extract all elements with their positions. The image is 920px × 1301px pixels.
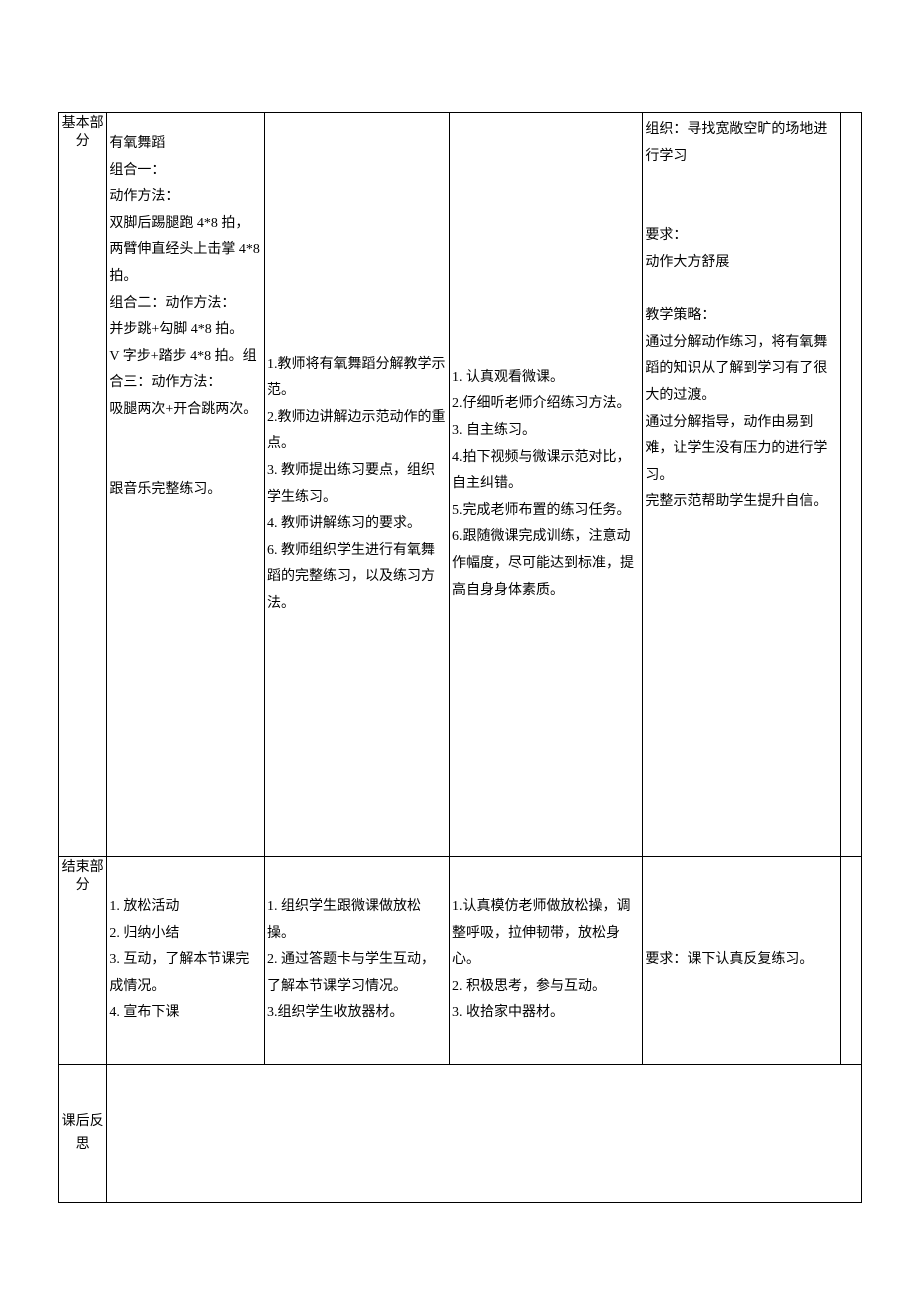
text-line: 3.组织学生收放器材。 [267, 1000, 447, 1027]
text-line: 有氧舞蹈 [109, 131, 262, 158]
text-line: 通过分解指导，动作由易到难，让学生没有压力的进行学习。 [645, 410, 838, 490]
text-line: 要求：课下认真反复练习。 [645, 952, 813, 967]
table-row: 基本部分 有氧舞蹈 组合一： 动作方法： 双脚后踢腿跑 4*8 拍，两臂伸直经头… [59, 113, 862, 857]
page-container: 基本部分 有氧舞蹈 组合一： 动作方法： 双脚后踢腿跑 4*8 拍，两臂伸直经头… [0, 0, 920, 1243]
text-line: 2. 归纳小结 [109, 921, 262, 948]
text-line: 4. 宣布下课 [109, 1000, 262, 1027]
text-line: 教学策略： [645, 303, 838, 330]
end-col4: 1.认真模仿老师做放松操，调整呼吸，拉伸韧带，放松身心。 2. 积极思考，参与互… [449, 857, 642, 1065]
text-line: 组合一： [109, 158, 262, 185]
reflect-content [107, 1065, 862, 1203]
text-line: 组织：寻找宽敞空旷的场地进行学习 [645, 117, 838, 170]
text-line: 2. 积极思考，参与互动。 [452, 974, 640, 1001]
text-line: 1. 认真观看微课。 [452, 365, 640, 392]
text-line: 1. 组织学生跟微课做放松操。 [267, 894, 447, 947]
basic-col3: 1.教师将有氧舞蹈分解教学示范。 2.教师边讲解边示范动作的重点。 3. 教师提… [265, 113, 450, 857]
row-label-end: 结束部分 [59, 857, 107, 1065]
text-line: 跟音乐完整练习。 [109, 477, 262, 504]
text-line: 2. 通过答题卡与学生互动，了解本节课学习情况。 [267, 947, 447, 1000]
text-line: 并步跳+勾脚 4*8 拍。 [109, 317, 262, 344]
text-line: 6. 教师组织学生进行有氧舞蹈的完整练习，以及练习方法。 [267, 538, 447, 618]
text-line: 5.完成老师布置的练习任务。 [452, 498, 640, 525]
text-line: 2.教师边讲解边示范动作的重点。 [267, 405, 447, 458]
text-line: 4.拍下视频与微课示范对比，自主纠错。 [452, 445, 640, 498]
text-line: 3. 收拾家中器材。 [452, 1000, 640, 1027]
lesson-plan-table: 基本部分 有氧舞蹈 组合一： 动作方法： 双脚后踢腿跑 4*8 拍，两臂伸直经头… [58, 112, 862, 1203]
row-label-reflect: 课后反 思 [59, 1065, 107, 1203]
label-text: 思 [76, 1137, 90, 1152]
row-label-basic: 基本部分 [59, 113, 107, 857]
text-line: 吸腿两次+开合跳两次。 [109, 397, 262, 424]
text-line: 6.跟随微课完成训练，注意动作幅度，尽可能达到标准，提高自身身体素质。 [452, 524, 640, 604]
text-line: 1.认真模仿老师做放松操，调整呼吸，拉伸韧带，放松身心。 [452, 894, 640, 974]
label-text: 基本部分 [61, 115, 104, 150]
text-line: 4. 教师讲解练习的要求。 [267, 511, 447, 538]
text-line: 双脚后踢腿跑 4*8 拍，两臂伸直经头上击掌 4*8 拍。 [109, 211, 262, 291]
basic-col5: 组织：寻找宽敞空旷的场地进行学习 要求： 动作大方舒展 教学策略： 通过分解动作… [643, 113, 841, 857]
end-col3: 1. 组织学生跟微课做放松操。 2. 通过答题卡与学生互动，了解本节课学习情况。… [265, 857, 450, 1065]
text-line: 3. 自主练习。 [452, 418, 640, 445]
text-line: 2.仔细听老师介绍练习方法。 [452, 391, 640, 418]
text-line: 动作方法： [109, 184, 262, 211]
text-line: 1.教师将有氧舞蹈分解教学示范。 [267, 352, 447, 405]
end-col2: 1. 放松活动 2. 归纳小结 3. 互动，了解本节课完成情况。 4. 宣布下课 [107, 857, 265, 1065]
basic-col6 [840, 113, 861, 857]
text-line: 3. 教师提出练习要点，组织学生练习。 [267, 458, 447, 511]
text-line: 通过分解动作练习，将有氧舞蹈的知识从了解到学习有了很大的过渡。 [645, 330, 838, 410]
label-text: 课后反 [62, 1114, 104, 1129]
text-line: 要求： [645, 223, 838, 250]
text-line: 动作大方舒展 [645, 250, 838, 277]
text-line: 1. 放松活动 [109, 894, 262, 921]
table-row: 课后反 思 [59, 1065, 862, 1203]
basic-col4: 1. 认真观看微课。 2.仔细听老师介绍练习方法。 3. 自主练习。 4.拍下视… [449, 113, 642, 857]
text-line: 组合二：动作方法： [109, 291, 262, 318]
text-line: V 字步+踏步 4*8 拍。组合三：动作方法： [109, 344, 262, 397]
table-row: 结束部分 1. 放松活动 2. 归纳小结 3. 互动，了解本节课完成情况。 4.… [59, 857, 862, 1065]
basic-col2: 有氧舞蹈 组合一： 动作方法： 双脚后踢腿跑 4*8 拍，两臂伸直经头上击掌 4… [107, 113, 265, 857]
text-line: 完整示范帮助学生提升自信。 [645, 489, 838, 516]
end-col5: 要求：课下认真反复练习。 [643, 857, 841, 1065]
text-line: 3. 互动，了解本节课完成情况。 [109, 947, 262, 1000]
end-col6 [840, 857, 861, 1065]
label-text: 结束部分 [61, 859, 104, 894]
